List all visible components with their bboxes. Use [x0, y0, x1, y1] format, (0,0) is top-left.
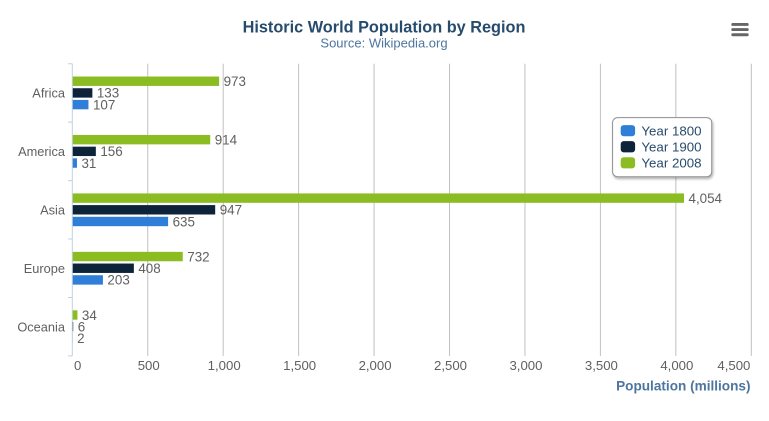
svg-text:107: 107	[93, 97, 115, 112]
svg-text:Oceania: Oceania	[17, 319, 66, 334]
svg-text:2,500: 2,500	[434, 358, 467, 373]
svg-text:Population (millions): Population (millions)	[616, 379, 750, 394]
svg-text:Year 2008: Year 2008	[641, 156, 701, 171]
svg-text:0: 0	[74, 358, 81, 373]
svg-text:4,500: 4,500	[717, 358, 750, 373]
svg-text:Year 1800: Year 1800	[641, 123, 701, 138]
svg-text:156: 156	[100, 144, 122, 159]
svg-text:3,000: 3,000	[509, 358, 542, 373]
svg-text:947: 947	[220, 203, 242, 218]
svg-text:Asia: Asia	[40, 202, 66, 217]
svg-text:973: 973	[224, 74, 246, 89]
svg-text:914: 914	[215, 132, 238, 147]
svg-text:Historic World Population by R: Historic World Population by Region	[243, 18, 526, 36]
svg-text:732: 732	[187, 249, 209, 264]
svg-text:500: 500	[138, 358, 160, 373]
svg-text:408: 408	[138, 261, 160, 276]
svg-text:4,000: 4,000	[660, 358, 693, 373]
svg-text:1,000: 1,000	[208, 358, 241, 373]
svg-text:31: 31	[81, 156, 96, 171]
svg-text:Year 1900: Year 1900	[641, 139, 701, 154]
svg-text:Source: Wikipedia.org: Source: Wikipedia.org	[320, 36, 447, 51]
svg-text:America: America	[18, 144, 66, 159]
svg-text:4,054: 4,054	[689, 191, 723, 206]
svg-text:Africa: Africa	[32, 86, 66, 101]
svg-text:1,500: 1,500	[283, 358, 316, 373]
svg-text:635: 635	[173, 214, 195, 229]
svg-text:Europe: Europe	[24, 261, 65, 276]
svg-text:3,500: 3,500	[585, 358, 618, 373]
svg-text:2,000: 2,000	[359, 358, 392, 373]
svg-text:2: 2	[77, 331, 84, 346]
svg-text:203: 203	[107, 273, 129, 288]
